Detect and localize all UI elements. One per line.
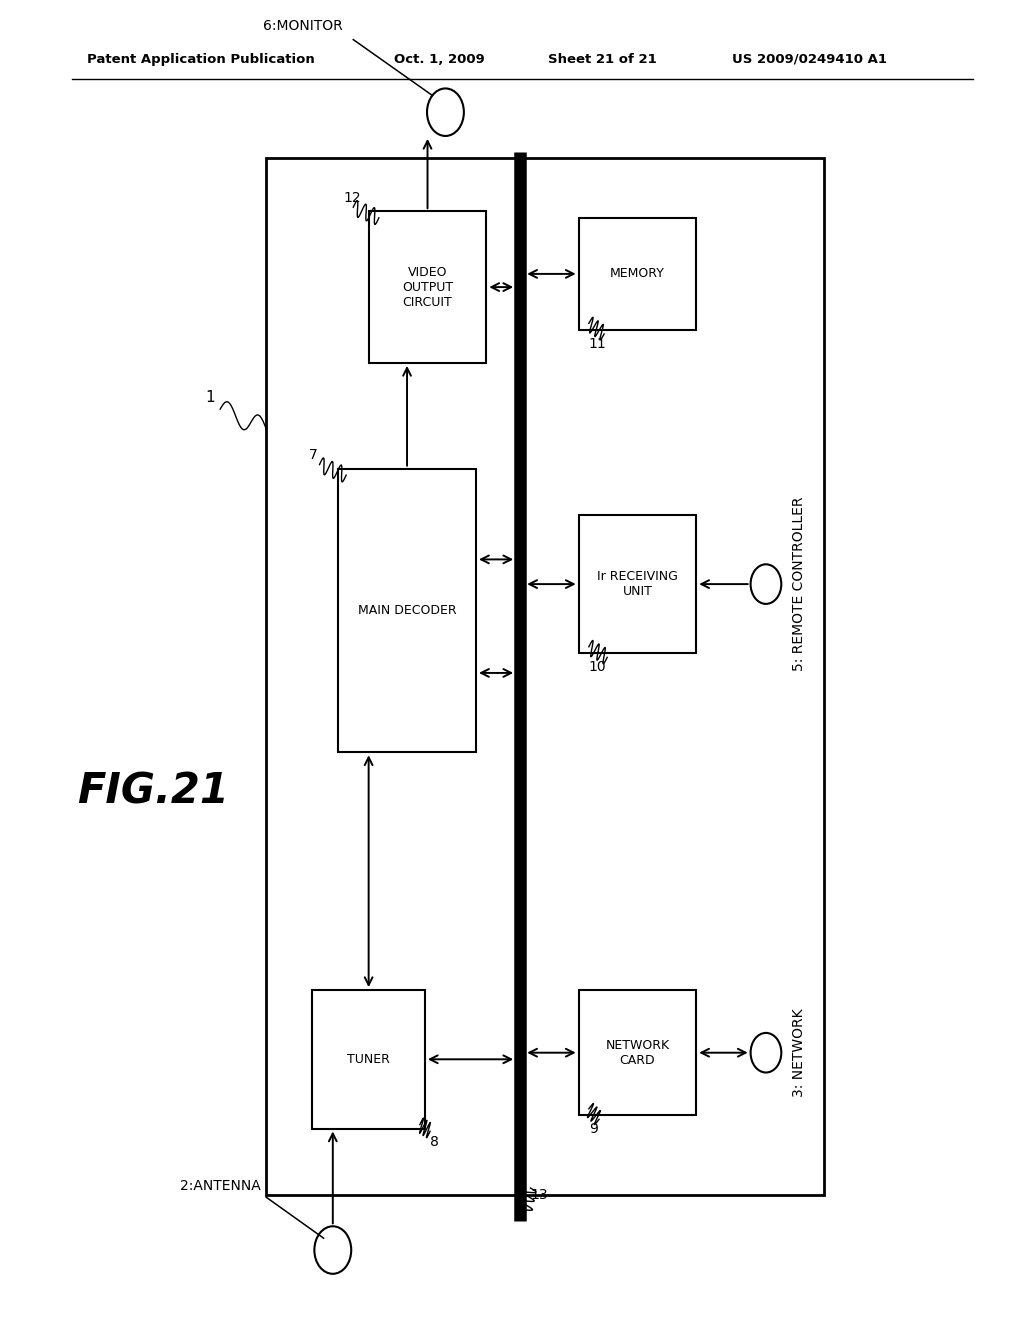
Text: Ir RECEIVING
UNIT: Ir RECEIVING UNIT [597,570,678,598]
Text: 9: 9 [589,1122,598,1137]
Text: TUNER: TUNER [347,1053,390,1065]
Text: Sheet 21 of 21: Sheet 21 of 21 [548,53,656,66]
Text: 11: 11 [589,337,606,351]
Bar [579,990,696,1115]
Text: NETWORK
CARD: NETWORK CARD [605,1039,670,1067]
Text: 10: 10 [589,660,606,675]
Bar [369,211,486,363]
Text: 3: NETWORK: 3: NETWORK [792,1008,806,1097]
Text: 6:MONITOR: 6:MONITOR [263,18,343,33]
Text: MAIN DECODER: MAIN DECODER [357,605,457,616]
Text: Patent Application Publication: Patent Application Publication [87,53,314,66]
Text: 13: 13 [530,1188,548,1203]
Bar [579,218,696,330]
Bar [312,990,425,1129]
Text: 5: REMOTE CONTROLLER: 5: REMOTE CONTROLLER [792,496,806,672]
Text: FIG.21: FIG.21 [77,771,228,813]
Bar [579,515,696,653]
Text: 7: 7 [309,447,318,462]
Text: MEMORY: MEMORY [610,268,665,280]
Text: 12: 12 [343,190,360,205]
Bar [338,469,476,752]
Text: 2:ANTENNA: 2:ANTENNA [180,1179,261,1193]
Text: 8: 8 [430,1135,439,1150]
Text: 1: 1 [205,391,215,405]
Text: Oct. 1, 2009: Oct. 1, 2009 [394,53,485,66]
Text: US 2009/0249410 A1: US 2009/0249410 A1 [732,53,887,66]
Text: VIDEO
OUTPUT
CIRCUIT: VIDEO OUTPUT CIRCUIT [402,265,453,309]
Bar [266,158,824,1195]
